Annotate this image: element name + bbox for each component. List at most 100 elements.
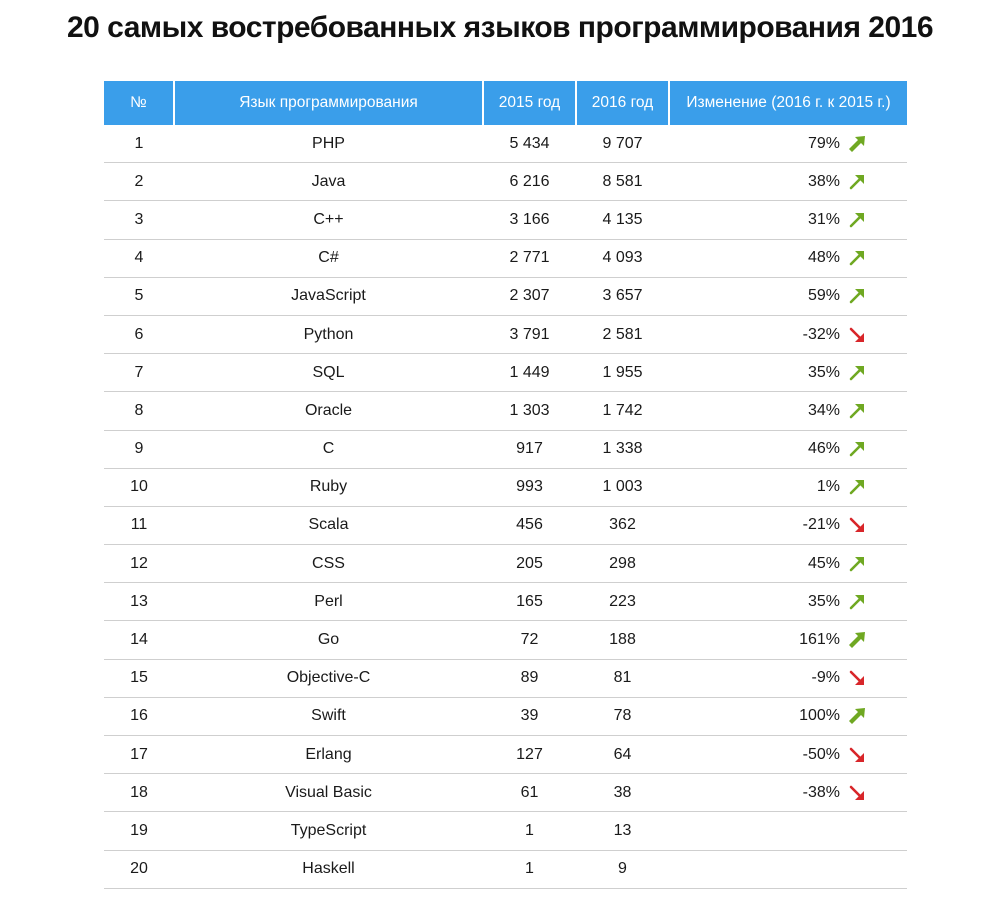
change-cell: 161% (669, 620, 907, 660)
change-wrap (728, 859, 868, 881)
language-cell: Oracle (174, 391, 483, 431)
big-up-arrow-icon (846, 133, 868, 155)
value-2015-cell: 993 (483, 468, 576, 507)
change-value: -21% (802, 516, 840, 534)
no-trend-icon (846, 821, 868, 843)
change-value: 79% (807, 134, 840, 152)
change-wrap: 161% (728, 629, 868, 651)
value-2016-cell: 223 (576, 582, 669, 622)
up-arrow-icon (846, 553, 868, 575)
change-wrap: 48% (728, 247, 868, 269)
change-value: -38% (802, 783, 840, 801)
rank-cell: 2 (104, 162, 174, 202)
value-2016-cell: 78 (576, 697, 669, 737)
rank-cell: 15 (104, 659, 174, 698)
rank-cell: 12 (104, 544, 174, 584)
change-value: 100% (799, 707, 840, 725)
change-wrap: 45% (728, 553, 868, 575)
up-arrow-icon (846, 476, 868, 498)
change-wrap: 46% (728, 438, 868, 460)
change-value: 34% (807, 401, 840, 419)
table-row: 1 PHP 5 434 9 707 79% (104, 125, 907, 164)
page-title: 20 самых востребованных языков программи… (66, 11, 934, 44)
change-value: 48% (807, 249, 840, 267)
language-cell: Haskell (174, 850, 483, 889)
change-cell: 59% (669, 277, 907, 316)
table-row: 11 Scala 456 362 -21% (104, 506, 907, 546)
rank-cell: 8 (104, 391, 174, 431)
change-wrap: 35% (728, 362, 868, 384)
rank-cell: 10 (104, 468, 174, 507)
value-2015-cell: 456 (483, 506, 576, 546)
rank-cell: 4 (104, 239, 174, 278)
change-cell: 34% (669, 391, 907, 431)
change-cell: 48% (669, 239, 907, 278)
up-arrow-icon (846, 209, 868, 231)
table-row: 8 Oracle 1 303 1 742 34% (104, 391, 907, 431)
rank-cell: 3 (104, 200, 174, 240)
change-value: 1% (816, 478, 840, 496)
value-2016-cell: 13 (576, 811, 669, 851)
up-arrow-icon (846, 438, 868, 460)
language-cell: Go (174, 620, 483, 660)
value-2016-cell: 1 955 (576, 353, 669, 393)
value-2015-cell: 3 791 (483, 315, 576, 355)
change-value: -32% (802, 325, 840, 343)
language-cell: PHP (174, 125, 483, 164)
value-2015-cell: 5 434 (483, 125, 576, 164)
language-cell: Visual Basic (174, 773, 483, 813)
value-2015-cell: 39 (483, 697, 576, 737)
value-2015-cell: 89 (483, 659, 576, 698)
up-arrow-icon (846, 247, 868, 269)
down-arrow-icon (846, 744, 868, 766)
change-cell: 38% (669, 162, 907, 202)
value-2016-cell: 1 338 (576, 430, 669, 469)
change-cell: 100% (669, 697, 907, 737)
change-cell: 35% (669, 582, 907, 622)
change-value: 35% (807, 363, 840, 381)
up-arrow-icon (846, 591, 868, 613)
rank-cell: 5 (104, 277, 174, 316)
table-row: 20 Haskell 1 9 (104, 850, 907, 889)
language-cell: Scala (174, 506, 483, 546)
change-cell (669, 850, 907, 889)
change-wrap: 38% (728, 171, 868, 193)
change-value: 59% (807, 287, 840, 305)
change-wrap: -21% (728, 514, 868, 536)
column-header-language: Язык программирования (174, 81, 484, 125)
value-2015-cell: 72 (483, 620, 576, 660)
change-value: 45% (807, 554, 840, 572)
table-row: 10 Ruby 993 1 003 1% (104, 468, 907, 507)
big-up-arrow-icon (846, 629, 868, 651)
value-2016-cell: 3 657 (576, 277, 669, 316)
column-header-change: Изменение (2016 г. к 2015 г.) (669, 81, 907, 125)
change-wrap: 31% (728, 209, 868, 231)
value-2016-cell: 298 (576, 544, 669, 584)
language-cell: Swift (174, 697, 483, 737)
value-2015-cell: 1 449 (483, 353, 576, 393)
language-cell: JavaScript (174, 277, 483, 316)
change-wrap: -9% (728, 667, 868, 689)
down-arrow-icon (846, 667, 868, 689)
value-2016-cell: 9 707 (576, 125, 669, 164)
table-row: 17 Erlang 127 64 -50% (104, 735, 907, 775)
rank-cell: 20 (104, 850, 174, 889)
rank-cell: 16 (104, 697, 174, 737)
change-cell (669, 811, 907, 851)
rank-cell: 14 (104, 620, 174, 660)
value-2016-cell: 1 742 (576, 391, 669, 431)
change-wrap: -38% (728, 782, 868, 804)
language-cell: Java (174, 162, 483, 202)
change-wrap: 35% (728, 591, 868, 613)
change-cell: -21% (669, 506, 907, 546)
value-2015-cell: 1 (483, 850, 576, 889)
value-2016-cell: 4 093 (576, 239, 669, 278)
language-cell: Perl (174, 582, 483, 622)
change-cell: 31% (669, 200, 907, 240)
change-value: 35% (807, 592, 840, 610)
language-cell: Erlang (174, 735, 483, 775)
value-2015-cell: 165 (483, 582, 576, 622)
table-row: 6 Python 3 791 2 581 -32% (104, 315, 907, 355)
change-value: -50% (802, 745, 840, 763)
table-row: 18 Visual Basic 61 38 -38% (104, 773, 907, 813)
